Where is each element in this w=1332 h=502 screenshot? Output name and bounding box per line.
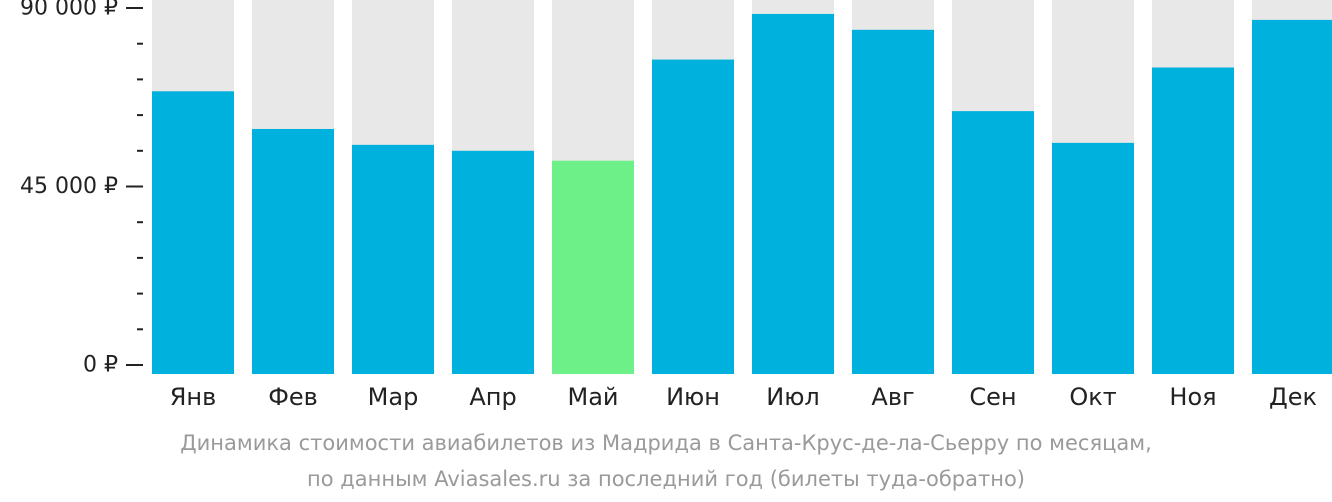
y-tick-label: 90 000 ₽ [20, 0, 118, 21]
bar-Июн [652, 59, 734, 375]
bar-Янв [152, 91, 234, 375]
x-axis-labels: Янв Фев Мар Апр Май Июн Июл Авг Сен Окт Ноя Дек [170, 383, 1317, 411]
price-bar-chart: 0 ₽ 45 000 ₽ 90 000 ₽ Янв Фев Мар Апр Май Июн Ию… [20, 0, 1332, 411]
x-tick-label: Авг [871, 383, 914, 411]
x-tick-label: Апр [469, 383, 516, 411]
x-tick-label: Июл [766, 383, 820, 411]
bar-Авг [852, 29, 934, 375]
bar-Сен [952, 111, 1034, 374]
x-tick-label: Мар [368, 383, 419, 411]
y-tick-label: 45 000 ₽ [20, 174, 118, 199]
bar-Дек [1252, 19, 1332, 375]
x-tick-label: Окт [1069, 383, 1116, 411]
bar-Июл [752, 13, 834, 374]
chart-caption-line-1: Динамика стоимости авиабилетов из Мадрид… [180, 431, 1152, 455]
bar-Окт [1052, 142, 1134, 374]
x-tick-label: Сен [969, 383, 1016, 411]
chart-caption-line-2: по данным Aviasales.ru за последний год … [307, 467, 1025, 491]
bar-Май [552, 160, 634, 374]
bar-Фев [252, 128, 334, 374]
x-tick-label: Фев [268, 383, 318, 411]
x-tick-label: Май [567, 383, 618, 411]
bars [152, 0, 1332, 375]
y-axis: 0 ₽ 45 000 ₽ 90 000 ₽ [20, 0, 143, 378]
x-tick-label: Июн [666, 383, 720, 411]
x-tick-label: Янв [170, 383, 217, 411]
bar-Апр [452, 150, 534, 374]
x-tick-label: Ноя [1169, 383, 1216, 411]
bar-Ноя [1152, 67, 1234, 374]
bar-Мар [352, 144, 434, 374]
y-tick-label: 0 ₽ [83, 353, 118, 378]
x-tick-label: Дек [1269, 383, 1317, 411]
